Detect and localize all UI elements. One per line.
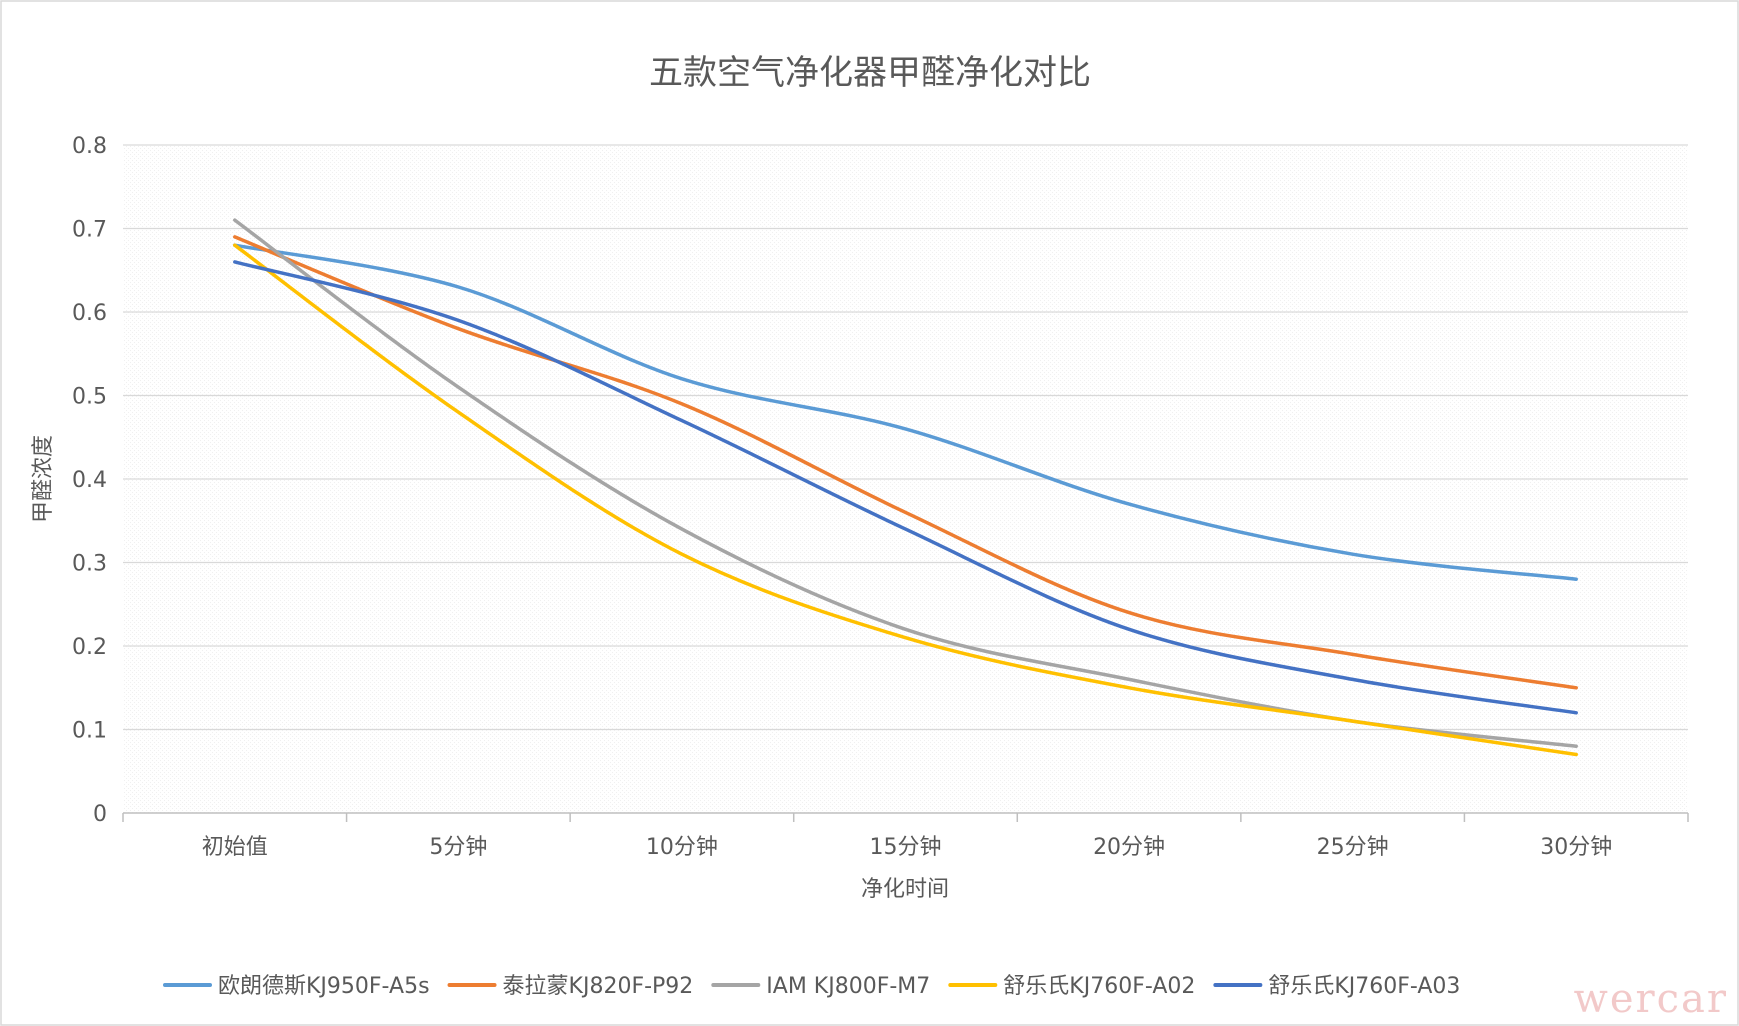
y-tick-label: 0 <box>93 802 107 827</box>
chart-title: 五款空气净化器甲醛净化对比 <box>649 53 1091 93</box>
y-tick-label: 0.8 <box>72 134 107 159</box>
x-axis-title: 净化时间 <box>861 877 949 902</box>
x-tick-label: 10分钟 <box>646 835 718 860</box>
x-tick-label: 初始值 <box>202 835 268 860</box>
legend-label: 舒乐氏KJ760F-A02 <box>1003 974 1195 999</box>
series-line-1 <box>233 243 1578 581</box>
legend-label: IAM KJ800F-M7 <box>766 974 930 999</box>
legend-label: 泰拉蒙KJ820F-P92 <box>503 974 694 999</box>
y-tick-label: 0.2 <box>72 635 107 660</box>
y-tick-label: 0.3 <box>72 552 107 577</box>
y-tick-label: 0.7 <box>72 218 107 243</box>
x-tick-label: 30分钟 <box>1540 835 1612 860</box>
y-tick-label: 0.4 <box>72 468 107 493</box>
series-line-2 <box>233 235 1578 690</box>
series-lines <box>233 218 1578 757</box>
y-tick-labels: 0 0.1 0.2 0.3 0.4 0.5 0.6 0.7 0.8 <box>72 134 107 827</box>
legend-label: 欧朗德斯KJ950F-A5s <box>218 974 430 999</box>
legend: 欧朗德斯KJ950F-A5s 泰拉蒙KJ820F-P92 IAM KJ800F-M7… <box>163 974 1460 999</box>
y-tick-label: 0.1 <box>72 719 107 744</box>
x-tick-label: 15分钟 <box>870 835 942 860</box>
x-tick-label: 5分钟 <box>429 835 487 860</box>
x-tick-label: 25分钟 <box>1317 835 1389 860</box>
x-axis <box>122 812 1689 822</box>
legend-label: 舒乐氏KJ760F-A03 <box>1268 974 1460 999</box>
y-tick-label: 0.5 <box>72 385 107 410</box>
watermark: wercar <box>1574 976 1728 1022</box>
y-axis-title: 甲醛浓度 <box>31 435 56 523</box>
series-line-4 <box>233 243 1578 757</box>
series-line-5 <box>233 260 1578 715</box>
x-tick-label: 20分钟 <box>1093 835 1165 860</box>
x-tick-labels: 初始值 5分钟 10分钟 15分钟 20分钟 25分钟 30分钟 <box>202 835 1612 860</box>
y-tick-label: 0.6 <box>72 301 107 326</box>
